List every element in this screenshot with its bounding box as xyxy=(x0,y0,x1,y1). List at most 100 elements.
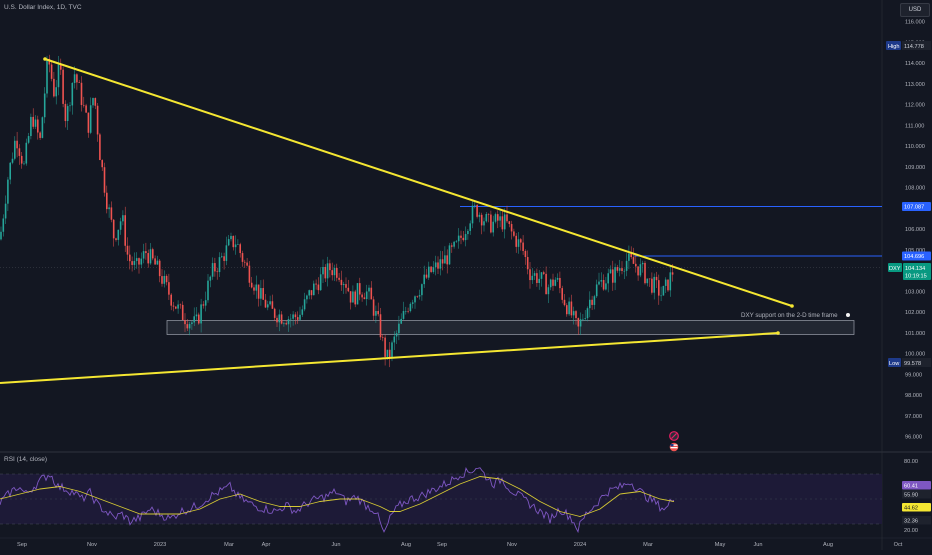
symbol-title[interactable]: U.S. Dollar Index, 1D, TVC xyxy=(4,4,82,11)
candle-body xyxy=(106,192,108,210)
candle-body xyxy=(66,106,69,122)
candle-body xyxy=(204,300,207,306)
price-tick-label: 99.000 xyxy=(905,372,922,378)
time-tick-label: Sep xyxy=(437,542,447,548)
candle-body xyxy=(25,142,28,164)
candle-body xyxy=(11,158,14,163)
candle-body xyxy=(202,304,205,306)
candle-body xyxy=(545,273,547,295)
candle-body xyxy=(632,257,635,264)
time-tick-label: 2023 xyxy=(154,542,166,548)
candle-body xyxy=(129,254,131,262)
support-annotation-text[interactable]: DXY support on the 2-D time frame xyxy=(741,312,838,319)
candle-body xyxy=(69,105,71,107)
candle-body xyxy=(467,230,469,235)
candle-body xyxy=(582,318,584,320)
candle-body xyxy=(405,311,407,312)
candle-body xyxy=(112,219,115,239)
candle-body xyxy=(630,253,632,258)
pokeball-icon[interactable] xyxy=(669,431,679,441)
candle-body xyxy=(80,82,83,105)
candle-body xyxy=(262,288,264,300)
flag-icon[interactable] xyxy=(669,442,679,452)
price-tick-label: 112.000 xyxy=(905,103,925,109)
candle-body xyxy=(370,287,373,300)
candle-body xyxy=(276,317,278,323)
descending-trendline[interactable] xyxy=(44,58,793,307)
candle-body xyxy=(612,269,614,283)
candle-body xyxy=(0,231,2,240)
candle-body xyxy=(230,235,232,240)
support-zone-rectangle[interactable] xyxy=(166,320,855,335)
candle-body xyxy=(469,223,471,231)
candle-body xyxy=(62,69,64,104)
time-tick-label: Mar xyxy=(224,542,234,548)
candle-body xyxy=(53,78,55,97)
candle-body xyxy=(598,281,600,285)
time-tick-label: Apr xyxy=(262,542,271,548)
time-tick-label: Nov xyxy=(87,542,97,548)
candle-body xyxy=(400,318,402,324)
candle-body xyxy=(253,287,255,291)
candle-body xyxy=(317,284,320,291)
candle-body xyxy=(625,260,628,271)
rsi-tag: 44.62 xyxy=(904,506,918,512)
candle-body xyxy=(586,308,589,319)
candle-body xyxy=(543,272,545,274)
candle-body xyxy=(510,224,513,232)
candle-body xyxy=(14,140,16,159)
low-value: 99.578 xyxy=(904,361,921,367)
candle-body xyxy=(161,276,163,284)
candle-body xyxy=(474,204,476,206)
candle-body xyxy=(152,249,154,259)
candle-body xyxy=(193,316,195,323)
time-axis[interactable]: Sep Nov 2023 Mar Apr Jun Aug Sep Nov 2024 Mar May Ju… xyxy=(17,542,903,548)
candle-body xyxy=(568,301,570,315)
candle-body xyxy=(395,333,398,337)
candle-body xyxy=(556,277,559,280)
candle-body xyxy=(94,98,97,106)
trendline-handle[interactable] xyxy=(790,304,794,308)
candle-body xyxy=(457,235,460,242)
candle-body xyxy=(671,272,674,275)
price-tick-label: 111.000 xyxy=(905,123,924,129)
candle-body xyxy=(250,282,253,288)
price-tick-label: 109.000 xyxy=(905,165,925,171)
candle-body xyxy=(227,239,230,246)
rsi-value-tags: 60.41 55.90 44.62 32.36 xyxy=(902,481,931,525)
trendline-handle[interactable] xyxy=(776,331,780,335)
candle-body xyxy=(660,295,662,297)
candle-body xyxy=(591,299,593,305)
candle-body xyxy=(446,255,448,265)
candle-body xyxy=(48,58,51,65)
price-tick-label: 116.000 xyxy=(905,20,925,26)
candle-body xyxy=(455,241,458,242)
candle-body xyxy=(34,119,37,127)
candle-body xyxy=(648,278,651,280)
candle-body xyxy=(16,140,18,149)
rsi-title[interactable]: RSI (14, close) xyxy=(4,456,47,463)
countdown-value: 10:19:15 xyxy=(905,274,927,280)
candle-body xyxy=(635,263,637,267)
candle-body xyxy=(430,266,432,272)
candle-body xyxy=(207,280,209,301)
candle-body xyxy=(386,349,389,357)
ascending-trendline[interactable] xyxy=(0,332,779,384)
currency-button[interactable]: USD xyxy=(900,3,930,17)
trendline-handle[interactable] xyxy=(43,57,47,61)
candle-body xyxy=(382,337,384,338)
candle-body xyxy=(526,257,529,270)
level-1-tag: 107.087 xyxy=(902,201,931,211)
candle-body xyxy=(607,273,609,284)
time-tick-label: 2024 xyxy=(574,542,586,548)
price-tick-label: 108.000 xyxy=(905,186,925,192)
candle-body xyxy=(579,319,582,327)
candle-body xyxy=(273,308,276,318)
candle-body xyxy=(108,207,110,210)
candle-body xyxy=(375,311,377,316)
candle-body xyxy=(246,262,248,266)
candle-body xyxy=(23,163,25,165)
